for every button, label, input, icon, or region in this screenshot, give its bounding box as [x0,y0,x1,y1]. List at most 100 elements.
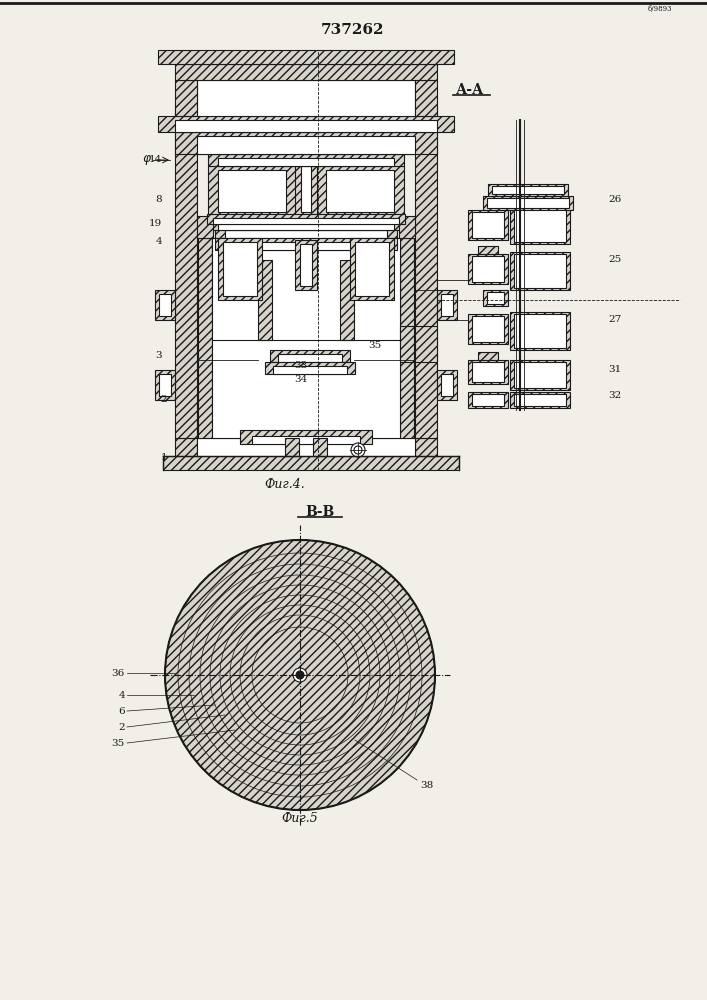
Text: 4: 4 [118,690,125,700]
Bar [207,214,405,224]
Bar [472,394,504,406]
Bar [175,108,197,438]
Text: 737262: 737262 [321,23,385,37]
Bar [213,218,399,224]
Ellipse shape [220,595,380,755]
Bar [225,230,387,238]
Bar [300,244,312,286]
Bar [478,352,498,360]
Bar [415,108,437,438]
Bar [278,354,342,362]
Text: 14: 14 [148,155,162,164]
Bar [175,80,197,116]
Text: 8: 8 [156,196,162,205]
Text: 2: 2 [160,395,167,404]
Bar [472,362,504,382]
Text: 2: 2 [118,722,125,732]
Ellipse shape [240,615,360,735]
Bar [415,438,437,456]
Bar [218,220,394,230]
Bar [223,242,257,296]
Ellipse shape [200,575,400,775]
Bar [175,120,437,132]
Circle shape [296,671,304,679]
Bar [208,216,404,230]
Bar [472,256,504,282]
Text: 35: 35 [112,738,125,748]
Circle shape [293,668,307,682]
Text: 34: 34 [295,374,308,383]
Bar [197,216,213,238]
Bar [218,158,394,166]
Text: 36: 36 [112,668,125,678]
Bar [492,186,564,194]
Bar [212,238,400,438]
Bar [510,360,570,390]
Bar [437,290,457,320]
Bar [510,204,570,244]
Bar [225,242,387,250]
Bar [415,80,437,116]
Bar [468,210,508,240]
Text: 4: 4 [156,237,162,246]
Ellipse shape [252,627,348,723]
Text: 33: 33 [295,361,308,370]
Bar [478,246,498,254]
Bar [175,132,437,154]
Bar [212,238,400,340]
Bar [197,438,415,456]
Bar [218,170,286,212]
Text: 26: 26 [608,196,621,205]
Bar [197,136,415,154]
Bar [487,292,504,304]
Bar [326,170,394,212]
Text: 19: 19 [148,220,162,229]
Bar [415,326,437,362]
Bar [514,394,566,406]
Bar [514,362,566,388]
Bar [218,238,262,300]
Bar [510,312,570,350]
Bar [208,154,404,166]
Bar [399,216,415,238]
Bar [488,184,568,196]
Bar [215,238,397,250]
Bar [313,438,327,456]
Bar [441,374,453,396]
Bar [355,242,389,296]
Bar [175,64,437,80]
Bar [514,206,566,242]
Bar [163,456,459,470]
Ellipse shape [230,605,370,745]
Bar [468,360,508,384]
Text: А-А: А-А [456,83,484,97]
Bar [472,212,504,238]
Ellipse shape [210,585,390,765]
Bar [468,314,508,344]
Bar [159,374,171,396]
Bar [437,370,457,400]
Bar [208,166,404,216]
Bar [441,294,453,316]
Bar [472,316,504,342]
Text: 1: 1 [160,452,167,462]
Bar [295,240,317,290]
Text: 35: 35 [368,340,381,350]
Text: В-В: В-В [305,505,334,519]
Bar [198,238,212,438]
Bar [285,438,299,456]
Bar [483,290,508,306]
Bar [215,226,397,238]
Bar [240,430,372,444]
Bar [158,116,454,132]
Text: 6: 6 [118,706,125,716]
Ellipse shape [178,553,422,797]
Bar [273,366,347,374]
Bar [487,198,569,208]
Bar [159,294,171,316]
Text: 38: 38 [420,780,433,790]
Bar [265,362,355,374]
Text: 31: 31 [608,365,621,374]
Text: 3: 3 [156,351,162,360]
Text: 25: 25 [608,255,621,264]
